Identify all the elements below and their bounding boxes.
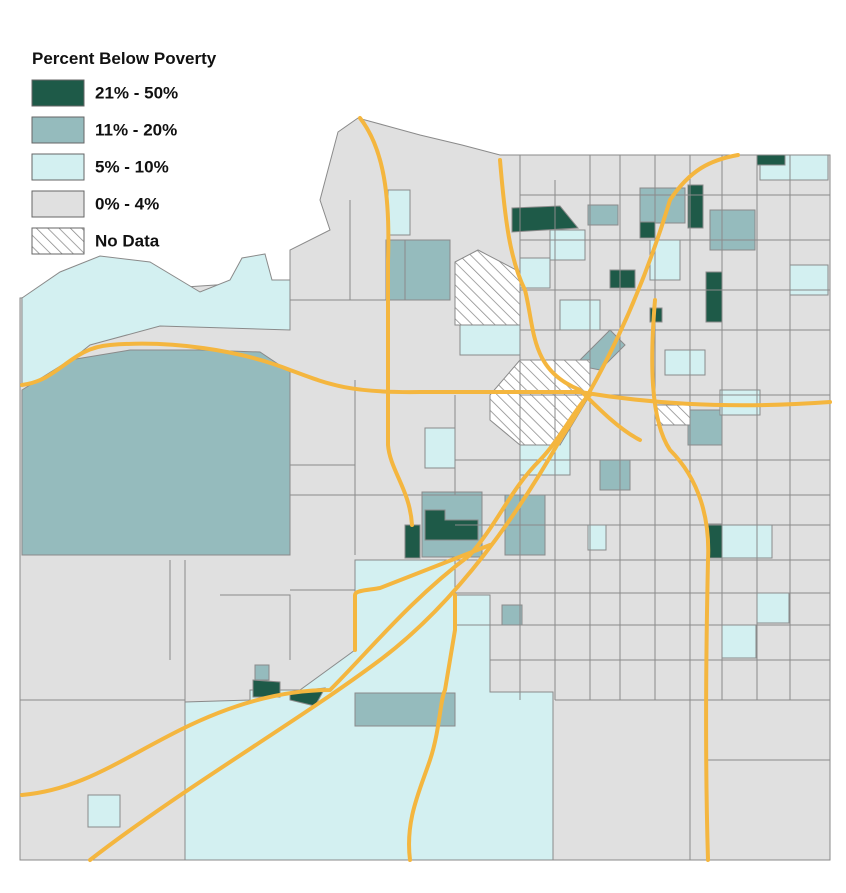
tract bbox=[756, 154, 786, 166]
tract bbox=[252, 679, 281, 698]
tract bbox=[721, 524, 773, 559]
tract bbox=[664, 349, 706, 376]
legend-title: Percent Below Poverty bbox=[32, 49, 217, 68]
legend-label: 21% - 50% bbox=[95, 83, 178, 102]
highway bbox=[358, 116, 414, 527]
tract bbox=[759, 154, 829, 181]
highway bbox=[20, 393, 592, 797]
tract bbox=[609, 269, 636, 289]
legend: Percent Below Poverty 21% - 50% 11% - 20%… bbox=[31, 49, 217, 255]
tract bbox=[254, 664, 270, 681]
highway bbox=[498, 158, 642, 442]
tract bbox=[501, 604, 523, 626]
tract bbox=[385, 239, 451, 301]
legend-swatch bbox=[31, 227, 85, 255]
tract bbox=[719, 389, 761, 416]
legend-label: 5% - 10% bbox=[95, 157, 169, 176]
tract bbox=[459, 324, 521, 356]
tract bbox=[587, 524, 607, 551]
legend-label: 11% - 20% bbox=[95, 120, 177, 139]
tract bbox=[687, 409, 723, 446]
highway bbox=[650, 298, 711, 862]
tract bbox=[687, 184, 704, 229]
tract bbox=[454, 594, 491, 626]
tract bbox=[721, 624, 757, 659]
legend-label: 0% - 4% bbox=[95, 194, 159, 213]
tract bbox=[599, 459, 631, 491]
tract bbox=[424, 427, 456, 469]
legend-swatch bbox=[31, 190, 85, 218]
legend-label: No Data bbox=[95, 231, 160, 250]
legend-swatch bbox=[31, 116, 85, 144]
tract bbox=[21, 349, 291, 556]
tract bbox=[387, 189, 411, 236]
highway bbox=[88, 153, 740, 862]
tract bbox=[549, 229, 586, 261]
tract bbox=[709, 209, 756, 251]
tract bbox=[587, 204, 619, 226]
legend-swatch bbox=[31, 153, 85, 181]
highway bbox=[407, 593, 457, 862]
tract bbox=[87, 794, 121, 828]
tract bbox=[756, 592, 790, 624]
tract bbox=[424, 509, 479, 541]
tract bbox=[705, 271, 723, 323]
tract bbox=[559, 299, 601, 331]
legend-swatch bbox=[31, 79, 85, 107]
highway bbox=[20, 341, 832, 408]
map bbox=[19, 116, 832, 862]
highway bbox=[353, 543, 492, 652]
tract bbox=[511, 205, 580, 233]
tract bbox=[639, 221, 656, 239]
tract bbox=[519, 257, 551, 289]
tract bbox=[404, 524, 421, 559]
